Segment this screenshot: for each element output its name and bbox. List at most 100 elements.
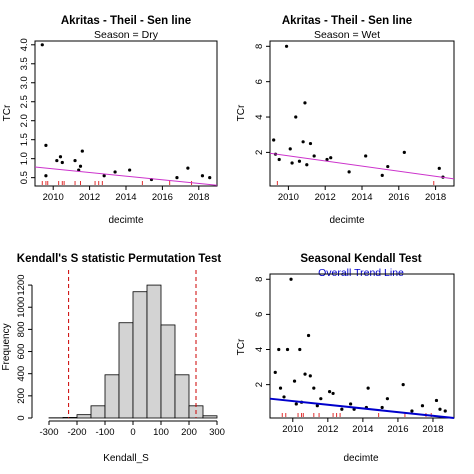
data-point: [128, 168, 132, 172]
x-tick-label: 2012: [317, 424, 338, 435]
panel-title: Seasonal Kendall Test: [300, 253, 421, 265]
x-tick-label: 300: [209, 427, 225, 438]
x-tick-label: 2012: [315, 192, 336, 203]
data-point: [208, 176, 212, 180]
data-point: [277, 157, 281, 162]
data-point: [402, 150, 406, 155]
data-point: [437, 166, 441, 170]
histogram-bar: [76, 414, 92, 419]
y-tick-label: 1000: [16, 297, 27, 318]
panel-title: Akritas - Theil - Sen line: [282, 15, 412, 27]
panel-subtitle: Season = Wet: [314, 29, 380, 41]
data-point: [385, 397, 390, 401]
x-tick-label: 0: [130, 427, 135, 438]
data-point: [60, 160, 64, 165]
data-point: [282, 395, 286, 399]
y-tick-label: 3.0: [19, 76, 30, 89]
x-tick-label: 2014: [352, 424, 373, 435]
data-point: [288, 147, 292, 151]
data-point: [434, 398, 439, 403]
x-axis-label: Kendall_S: [103, 453, 149, 464]
histogram-bar: [104, 374, 120, 419]
data-point: [78, 164, 83, 168]
y-tick-label: 3.5: [19, 57, 30, 70]
data-point: [113, 170, 117, 174]
histogram-bar: [146, 284, 162, 419]
panel-wet-season: Akritas - Theil - Sen line Season = Wet …: [236, 15, 455, 226]
data-point: [301, 140, 305, 144]
plot-frame: [269, 40, 455, 187]
y-tick-label: 4.0: [19, 38, 30, 51]
y-tick-label: 8: [254, 44, 265, 49]
data-point: [80, 149, 84, 153]
x-axis-label: decimte: [343, 453, 378, 464]
data-point: [410, 409, 414, 413]
data-point: [58, 155, 63, 159]
data-point: [294, 115, 298, 119]
data-point: [325, 157, 329, 162]
x-tick-label: -300: [39, 427, 58, 438]
x-axis-label: decimte: [108, 215, 143, 226]
y-tick-label: 0: [16, 415, 27, 420]
data-point: [312, 154, 316, 158]
histogram-bar: [202, 415, 218, 419]
panel-dry-season: Akritas - Theil - Sen line Season = Dry …: [2, 15, 218, 226]
trend-line: [269, 397, 455, 419]
x-tick-label: -200: [67, 427, 86, 438]
y-tick-label: 1200: [16, 275, 27, 296]
data-point: [297, 159, 302, 163]
data-point: [303, 101, 307, 105]
data-point: [289, 277, 293, 281]
y-tick-label: 1.5: [19, 133, 30, 146]
y-tick-label: 2.5: [19, 95, 30, 108]
data-point: [284, 44, 289, 48]
panel-permutation-test: Kendall's S statistic Permutation Test K…: [1, 253, 225, 464]
y-axis-label: TCr: [236, 104, 247, 121]
x-tick-label: 2010: [282, 424, 303, 435]
data-point: [277, 347, 281, 352]
y-tick-label: 0.5: [19, 171, 30, 184]
histogram-bar: [160, 324, 176, 419]
data-point: [44, 143, 48, 147]
data-point: [319, 397, 323, 401]
data-point: [73, 158, 77, 163]
x-tick-label: 2016: [388, 192, 409, 203]
y-tick-label: 8: [254, 277, 265, 282]
histogram-bar: [62, 417, 78, 419]
data-point: [308, 141, 313, 146]
data-point: [285, 347, 290, 352]
y-axis-label: TCr: [236, 338, 247, 355]
data-point: [327, 390, 332, 394]
data-point: [278, 386, 283, 390]
y-axis-label: Frequency: [1, 323, 12, 370]
x-tick-label: 2018: [425, 192, 446, 203]
data-point: [401, 383, 405, 387]
panel-title: Akritas - Theil - Sen line: [61, 15, 191, 27]
histogram-bar: [132, 291, 148, 419]
y-tick-label: 2: [254, 150, 265, 155]
plot-frame: [34, 40, 218, 187]
data-point: [340, 407, 344, 411]
trend-line: [34, 166, 218, 186]
data-point: [380, 405, 384, 410]
data-point: [273, 370, 277, 374]
data-point: [200, 174, 205, 178]
data-point: [186, 166, 190, 170]
x-tick-label: 2018: [188, 192, 209, 203]
x-tick-label: 2018: [422, 424, 443, 435]
data-point: [443, 409, 447, 413]
y-tick-label: 4: [254, 347, 265, 352]
x-tick-label: 2016: [152, 192, 173, 203]
x-axis-label: decimte: [329, 215, 364, 226]
histogram-bar: [174, 374, 190, 419]
data-point: [420, 404, 425, 408]
y-tick-label: 2: [254, 382, 265, 387]
data-point: [44, 174, 48, 178]
data-point: [306, 333, 311, 338]
data-point: [290, 161, 294, 165]
y-tick-label: 200: [16, 388, 27, 404]
x-tick-label: -100: [95, 427, 114, 438]
x-tick-label: 100: [153, 427, 169, 438]
y-tick-label: 600: [16, 344, 27, 360]
